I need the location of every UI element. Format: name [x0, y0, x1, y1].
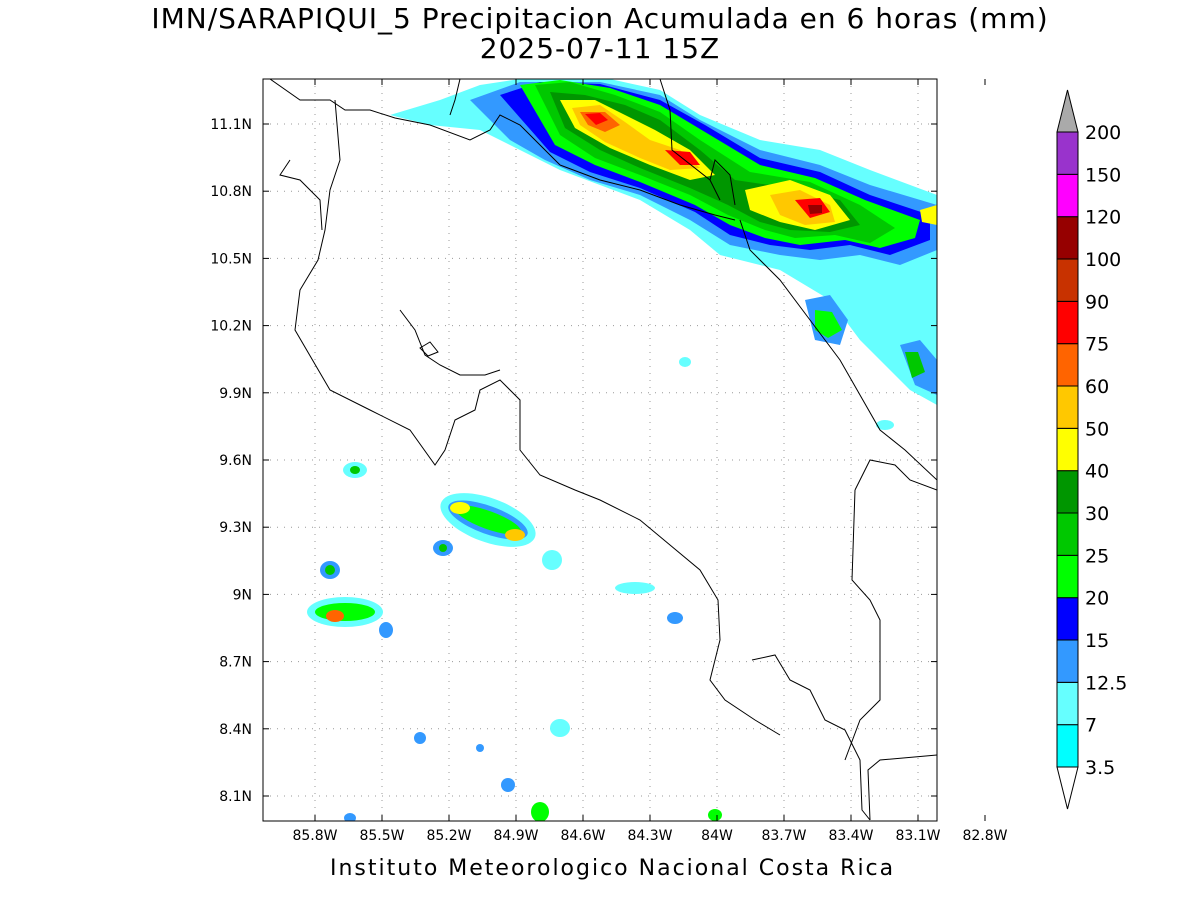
colorbar-swatch	[1056, 173, 1079, 218]
colorbar-level-label: 75	[1085, 334, 1109, 356]
lat-tick-label: 10.2N	[210, 319, 252, 335]
colorbar-level-label: 200	[1085, 122, 1121, 144]
colorbar-lower-extend	[1056, 766, 1079, 810]
colorbar-level-label: 40	[1085, 461, 1109, 483]
colorbar-level-label: 15	[1085, 630, 1109, 652]
map-datetime: 2025-07-11 15Z	[479, 32, 721, 65]
lon-tick-label: 84.9W	[493, 828, 538, 844]
colorbar-level-label: 20	[1085, 588, 1109, 610]
lat-tick-label: 9.6N	[219, 453, 252, 469]
colorbar-upper-extend	[1056, 89, 1079, 133]
colorbar-legend: 3.5 7 12.5 15 20 25 30 40 50 60 75 90 100 120 150 200	[1056, 89, 1127, 810]
lat-tick-label: 8.4N	[219, 722, 252, 738]
colorbar-level-label: 50	[1085, 418, 1109, 440]
colorbar-level-label: 90	[1085, 291, 1109, 313]
colorbar-swatch	[1056, 427, 1079, 472]
lat-tick-label: 9N	[233, 587, 252, 603]
lat-tick-label: 9.9N	[219, 386, 252, 402]
lat-tick-label: 8.7N	[219, 655, 252, 671]
coastline	[269, 79, 937, 821]
colorbar-swatch	[1056, 258, 1079, 302]
colorbar-level-label: 100	[1085, 249, 1121, 271]
lat-tick-label: 9.3N	[219, 520, 252, 536]
footer-credit: Instituto Meteorologico Nacional Costa R…	[330, 856, 896, 881]
lon-tick-label: 84W	[701, 828, 733, 844]
lon-tick-label: 83.7W	[761, 828, 806, 844]
colorbar-swatch	[1056, 216, 1079, 260]
precipitation-cells-south	[307, 357, 894, 821]
colorbar-level-label: 25	[1085, 545, 1109, 567]
lat-tick-label: 10.5N	[210, 251, 252, 267]
lon-tick-label: 85.5W	[359, 828, 404, 844]
lon-tick-label: 82.8W	[962, 828, 1007, 844]
map-title: IMN/SARAPIQUI_5 Precipitacion Acumulada …	[151, 2, 1049, 35]
colorbar-swatch	[1056, 681, 1079, 726]
colorbar-level-label: 7	[1085, 715, 1097, 737]
lon-tick-label: 83.1W	[895, 828, 940, 844]
longitude-axis: 85.8W 85.5W 85.2W 84.9W 84.6W 84.3W 84W 83.7W 83…	[292, 79, 1008, 844]
colorbar-swatch	[1056, 512, 1079, 556]
colorbar-level-label: 60	[1085, 376, 1109, 398]
colorbar-level-label: 3.5	[1085, 757, 1115, 779]
precipitation-band-north	[390, 79, 937, 405]
colorbar-swatch	[1056, 554, 1079, 599]
colorbar-level-label: 120	[1085, 207, 1121, 229]
colorbar-swatch	[1056, 724, 1079, 768]
lon-tick-label: 85.8W	[292, 828, 337, 844]
colorbar-swatch	[1056, 300, 1079, 345]
lon-tick-label: 84.3W	[627, 828, 672, 844]
colorbar-swatch	[1056, 639, 1079, 683]
lat-tick-label: 10.8N	[210, 184, 252, 200]
colorbar-swatch	[1056, 470, 1079, 514]
colorbar-level-label: 150	[1085, 164, 1121, 186]
colorbar-swatch	[1056, 343, 1079, 387]
colorbar-level-label: 30	[1085, 503, 1109, 525]
lon-tick-label: 84.6W	[560, 828, 605, 844]
lon-tick-label: 83.4W	[828, 828, 873, 844]
lat-tick-label: 11.1N	[210, 117, 252, 133]
lon-tick-label: 85.2W	[426, 828, 471, 844]
colorbar-level-label: 12.5	[1085, 672, 1127, 694]
colorbar-swatch	[1056, 597, 1079, 641]
colorbar-swatch	[1056, 131, 1079, 175]
colorbar-swatch	[1056, 385, 1079, 429]
lat-tick-label: 8.1N	[219, 789, 252, 805]
latitude-axis: 11.1N 10.8N 10.5N 10.2N 9.9N 9.6N 9.3N 9N 8.7N 8.…	[210, 117, 937, 805]
